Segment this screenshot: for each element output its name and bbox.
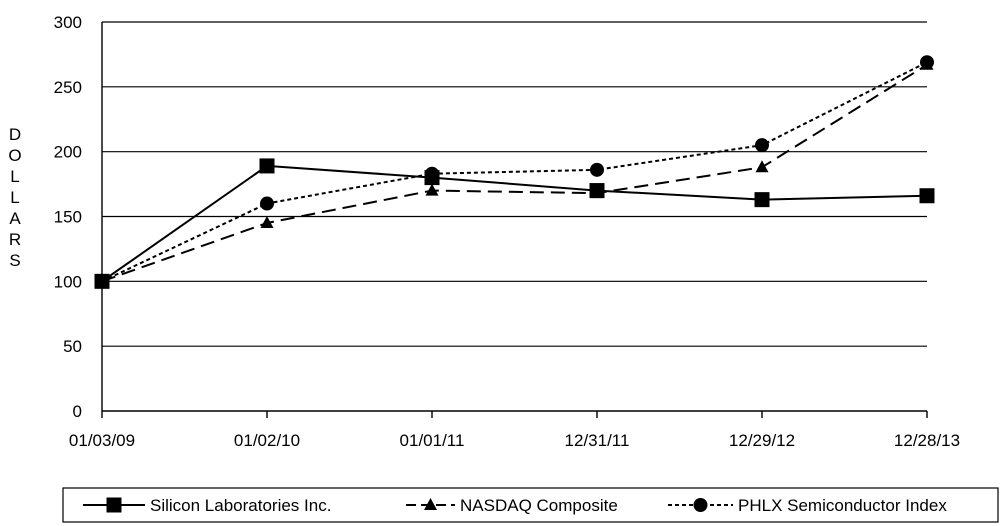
- data-point-circle: [920, 55, 934, 70]
- legend-marker-square: [106, 497, 122, 513]
- data-point-square: [919, 188, 935, 204]
- legend-label: Silicon Laboratories Inc.: [150, 496, 331, 515]
- y-axis-label-letter: L: [10, 167, 19, 186]
- y-axis-label-letter: S: [9, 251, 20, 270]
- data-point-triangle: [755, 160, 769, 173]
- data-point-circle: [590, 162, 604, 177]
- data-point-square: [754, 192, 770, 208]
- y-tick-label: 150: [54, 208, 82, 227]
- x-tick-label: 12/28/13: [894, 431, 960, 450]
- x-tick-labels: 01/03/09 01/02/10 01/01/11 12/31/11 12/29/12…: [69, 431, 960, 450]
- data-point-circle: [425, 166, 439, 181]
- series-line: [101, 61, 928, 283]
- data-point-circle: [95, 274, 109, 289]
- series-line: [101, 63, 928, 283]
- y-axis-label-letter: D: [9, 125, 21, 144]
- series-triangle: [95, 57, 934, 287]
- legend-marker-triangle: [424, 498, 437, 510]
- y-tick-label: 0: [73, 402, 82, 421]
- series-circle: [95, 55, 934, 289]
- data-point-square: [259, 158, 275, 174]
- data-point-circle: [755, 138, 769, 153]
- y-axis-label-letter: O: [8, 146, 21, 165]
- legend-box: [62, 487, 999, 523]
- y-tick-label: 100: [54, 272, 82, 291]
- data-point-triangle: [425, 183, 439, 196]
- x-tick-label: 01/02/10: [234, 431, 300, 450]
- y-tick-label: 300: [54, 13, 82, 32]
- legend: Silicon Laboratories Inc. NASDAQ Composit…: [62, 487, 999, 523]
- legend-entry: Silicon Laboratories Inc.: [83, 496, 331, 515]
- x-tick-label: 01/01/11: [400, 431, 465, 450]
- x-tick-label: 12/31/11: [565, 431, 630, 450]
- legend-label: PHLX Semiconductor Index: [738, 496, 947, 515]
- data-point-triangle: [590, 186, 604, 199]
- x-tick-label: 01/03/09: [69, 431, 135, 450]
- axes: [101, 22, 928, 418]
- y-axis-label-letter: A: [9, 209, 21, 228]
- y-axis-label-letter: R: [9, 230, 21, 249]
- series-line: [101, 164, 928, 283]
- y-tick-labels: 0 50 100 150 200 250 300: [54, 13, 82, 421]
- x-tick-label: 12/29/12: [729, 431, 795, 450]
- series-lines: [94, 55, 935, 289]
- gridlines: [102, 21, 927, 347]
- legend-label: NASDAQ Composite: [460, 496, 618, 515]
- legend-entry: PHLX Semiconductor Index: [668, 496, 947, 515]
- y-tick-label: 200: [54, 143, 82, 162]
- y-tick-label: 250: [54, 78, 82, 97]
- series-square: [94, 158, 935, 289]
- y-tick-label: 50: [63, 337, 82, 356]
- y-axis-label-letter: L: [10, 188, 19, 207]
- legend-entry: NASDAQ Composite: [406, 496, 618, 515]
- data-point-circle: [260, 196, 274, 211]
- data-point-triangle: [260, 215, 274, 228]
- legend-marker-circle: [693, 498, 708, 512]
